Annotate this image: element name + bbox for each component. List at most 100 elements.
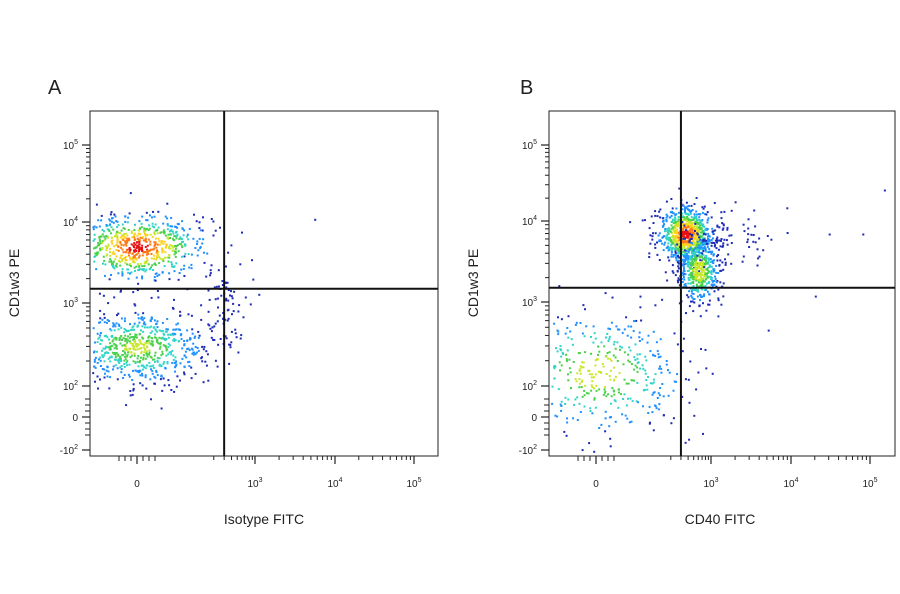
panel-a-event-point (139, 236, 142, 239)
panel-b-event-point (644, 355, 647, 358)
panel-a-event-point (101, 242, 104, 245)
panel-a-event-point (124, 352, 127, 355)
panel-b-event-point (691, 218, 694, 221)
panel-a-event-point (156, 360, 159, 363)
panel-a-event-point (120, 246, 122, 249)
panel-a-event-point (148, 361, 151, 364)
panel-a-event-point (230, 290, 232, 293)
panel-b-event-point (684, 257, 687, 260)
panel-b-event-point (691, 242, 694, 245)
panel-a-event-point (152, 358, 154, 361)
panel-a-event-point (135, 343, 138, 346)
panel-b-event-point (699, 280, 702, 282)
panel-a-event-point (132, 291, 135, 294)
panel-b-event-point (560, 409, 563, 412)
panel-a-event-point (173, 270, 176, 273)
panel-b-event-point (630, 379, 633, 382)
panel-b-event-point (754, 241, 757, 244)
panel-a-event-point (115, 220, 118, 223)
panel-b-event-point (682, 246, 685, 249)
panel-a-event-point (217, 343, 220, 346)
panel-a-event-point (174, 366, 177, 369)
panel-b-event-point (688, 248, 691, 251)
panel-b-event-point (559, 345, 562, 347)
panel-a-event-point (163, 361, 166, 364)
panel-a-event-point (109, 247, 112, 250)
panel-b-event-point (638, 353, 641, 356)
panel-b-event-point (687, 225, 690, 228)
panel-a-event-point (131, 326, 134, 329)
panel-b-event-point (675, 229, 678, 232)
panel-b-event-point (681, 395, 684, 398)
panel-b-event-point (672, 212, 675, 215)
panel-b-event-point (683, 226, 686, 229)
panel-a-event-point (108, 230, 111, 232)
panel-a-event-point (106, 321, 108, 324)
panel-a-event-point (119, 240, 122, 243)
panel-a-event-point (127, 216, 130, 219)
panel-b-event-point (662, 225, 665, 228)
panel-a-event-point (133, 266, 136, 269)
panel-b-event-point (665, 220, 668, 223)
panel-b-event-point (728, 234, 731, 237)
panel-b-event-point (720, 238, 723, 240)
panel-a-event-point (161, 352, 164, 355)
panel-b-event-point (716, 241, 718, 244)
panel-b-event-point (623, 378, 626, 381)
panel-a-event-point (240, 334, 243, 337)
panel-b-event-point (678, 278, 681, 281)
panel-b-event-point (715, 271, 718, 274)
panel-b-event-point (746, 238, 749, 241)
panel-a-event-point (212, 220, 215, 223)
panel-b-event-point (671, 242, 674, 244)
panel-b-event-point (699, 247, 702, 250)
panel-a-event-point (161, 251, 164, 254)
panel-a-event-point (108, 346, 111, 349)
panel-b-event-point (701, 282, 704, 285)
panel-b-event-point (703, 225, 706, 228)
panel-a-event-point (104, 237, 107, 240)
panel-b-event-point (660, 367, 663, 370)
panel-b-event-point (684, 285, 687, 287)
panel-b-event-point (633, 379, 636, 382)
panel-b-event-point (713, 242, 716, 244)
panel-a-event-point (140, 350, 143, 353)
panel-a-event-point (105, 369, 108, 372)
panel-a-event-point (98, 336, 101, 339)
panel-b-event-point (651, 382, 654, 385)
panel-b-event-point (652, 232, 654, 235)
panel-b-event-point (649, 242, 652, 245)
panel-a-event-point (126, 360, 129, 363)
panel-a-event-point (140, 347, 143, 350)
panel-a-event-point (133, 261, 136, 264)
panel-a-x-tick-label: 104 (327, 477, 342, 490)
panel-b-event-point (685, 201, 688, 204)
panel-b-event-point (724, 258, 726, 261)
panel-a-event-point (120, 317, 123, 320)
panel-b-event-point (690, 223, 693, 226)
panel-a-event-point (96, 375, 99, 378)
panel-b-event-point (677, 281, 680, 284)
panel-a-event-point (164, 215, 167, 218)
panel-b-event-point (689, 360, 692, 363)
panel-b-event-point (644, 219, 646, 222)
panel-b-event-point (595, 384, 598, 387)
panel-a-event-point (227, 299, 230, 302)
panel-b-event-point (604, 386, 606, 389)
panel-b-event-point (637, 361, 640, 364)
panel-a-event-point (103, 368, 106, 371)
panel-b-event-point (603, 388, 606, 391)
panel-a-event-point (101, 229, 104, 231)
panel-b-event-point (565, 434, 568, 437)
panel-b-event-point (673, 380, 676, 383)
panel-a-event-point (154, 336, 156, 339)
panel-b-event-point (681, 228, 684, 231)
panel-b-event-point (711, 372, 714, 375)
panel-b-event-point (652, 330, 655, 333)
panel-a-outlier-point (252, 278, 255, 281)
panel-a-event-point (132, 383, 135, 386)
panel-a-event-point (166, 224, 169, 227)
panel-b-event-point (713, 290, 716, 293)
panel-b-event-point (705, 262, 708, 265)
panel-b-event-point (684, 282, 687, 285)
